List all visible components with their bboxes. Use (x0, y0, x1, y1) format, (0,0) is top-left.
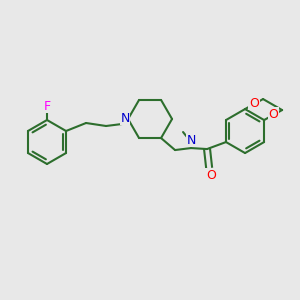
Text: N: N (186, 134, 196, 147)
Text: O: O (206, 169, 216, 182)
Text: O: O (268, 108, 278, 121)
Text: O: O (249, 97, 259, 110)
Text: F: F (44, 100, 51, 112)
Text: N: N (120, 112, 130, 124)
